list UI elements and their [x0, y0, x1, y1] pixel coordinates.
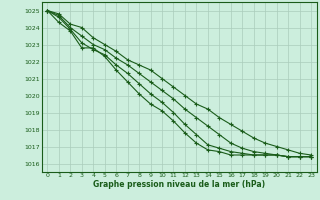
X-axis label: Graphe pression niveau de la mer (hPa): Graphe pression niveau de la mer (hPa): [93, 180, 265, 189]
